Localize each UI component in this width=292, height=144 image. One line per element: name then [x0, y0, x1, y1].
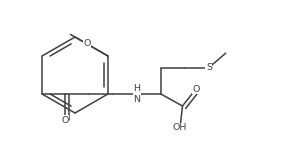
Text: O: O	[192, 85, 199, 94]
Text: O: O	[84, 39, 91, 49]
Text: O: O	[61, 116, 69, 125]
Text: S: S	[206, 63, 212, 72]
Text: H
N: H N	[133, 84, 140, 104]
Text: O: O	[84, 39, 91, 49]
Text: OH: OH	[173, 123, 187, 132]
